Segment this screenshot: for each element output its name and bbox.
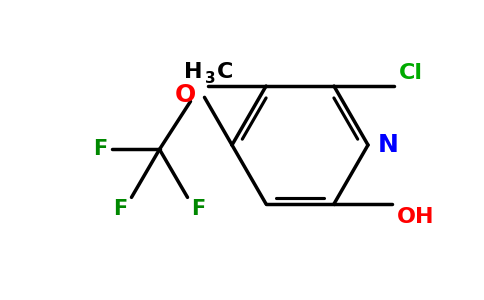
Text: Cl: Cl [399,63,423,83]
Text: C: C [217,62,233,82]
Text: O: O [175,83,197,107]
Text: 3: 3 [205,71,216,86]
Text: H: H [184,62,203,82]
Text: F: F [113,200,127,219]
Text: F: F [192,200,206,219]
Text: OH: OH [397,207,435,227]
Text: N: N [378,133,399,157]
Text: F: F [93,140,107,159]
